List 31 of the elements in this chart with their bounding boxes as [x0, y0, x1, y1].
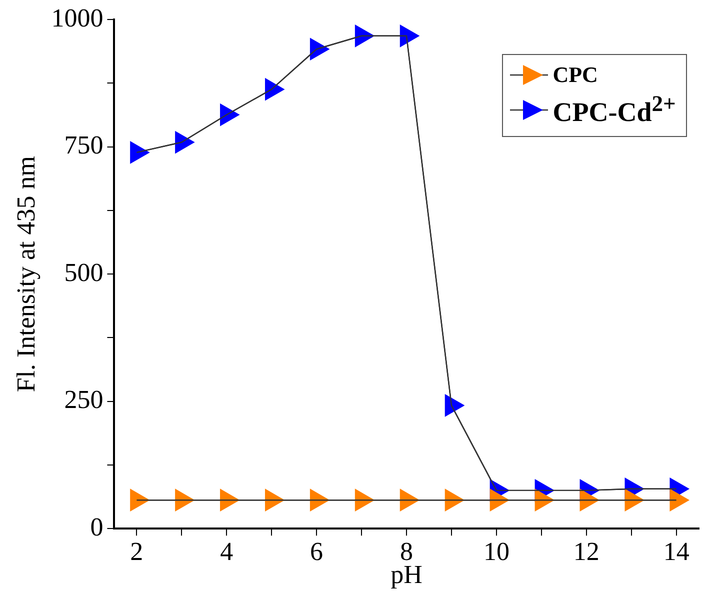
y-tick-label: 750: [64, 130, 104, 160]
point: [490, 489, 510, 512]
x-tick-label: 12: [573, 537, 600, 566]
point: [130, 489, 150, 512]
point: [354, 489, 374, 512]
x-tick-label: 6: [310, 537, 324, 566]
point: [175, 489, 194, 512]
point: [264, 489, 284, 512]
legend-label: CPC-Cd$^{2+}$: [552, 90, 676, 130]
point: [444, 489, 464, 512]
point: [400, 24, 420, 47]
x-tick-label: 10: [483, 537, 510, 566]
point: [264, 78, 284, 100]
y-tick-label: 250: [64, 385, 104, 414]
y-tick-label: 500: [64, 258, 104, 287]
y-tick-label: 1000: [51, 3, 104, 32]
x-tick-label: 4: [220, 537, 234, 566]
x-tick-label: 2: [130, 537, 144, 566]
point: [220, 489, 240, 512]
point: [175, 131, 194, 154]
point: [444, 394, 464, 416]
point: [220, 104, 240, 126]
y-axis-title: Fl. Intensity at 435 nm: [11, 156, 40, 392]
x-tick-label: 14: [663, 537, 690, 566]
point: [624, 489, 644, 512]
legend-label: CPC: [552, 60, 598, 89]
point: [310, 489, 330, 512]
point: [130, 141, 150, 164]
point: [670, 489, 689, 512]
point: [400, 489, 420, 512]
y-tick-label: 0: [90, 512, 104, 542]
